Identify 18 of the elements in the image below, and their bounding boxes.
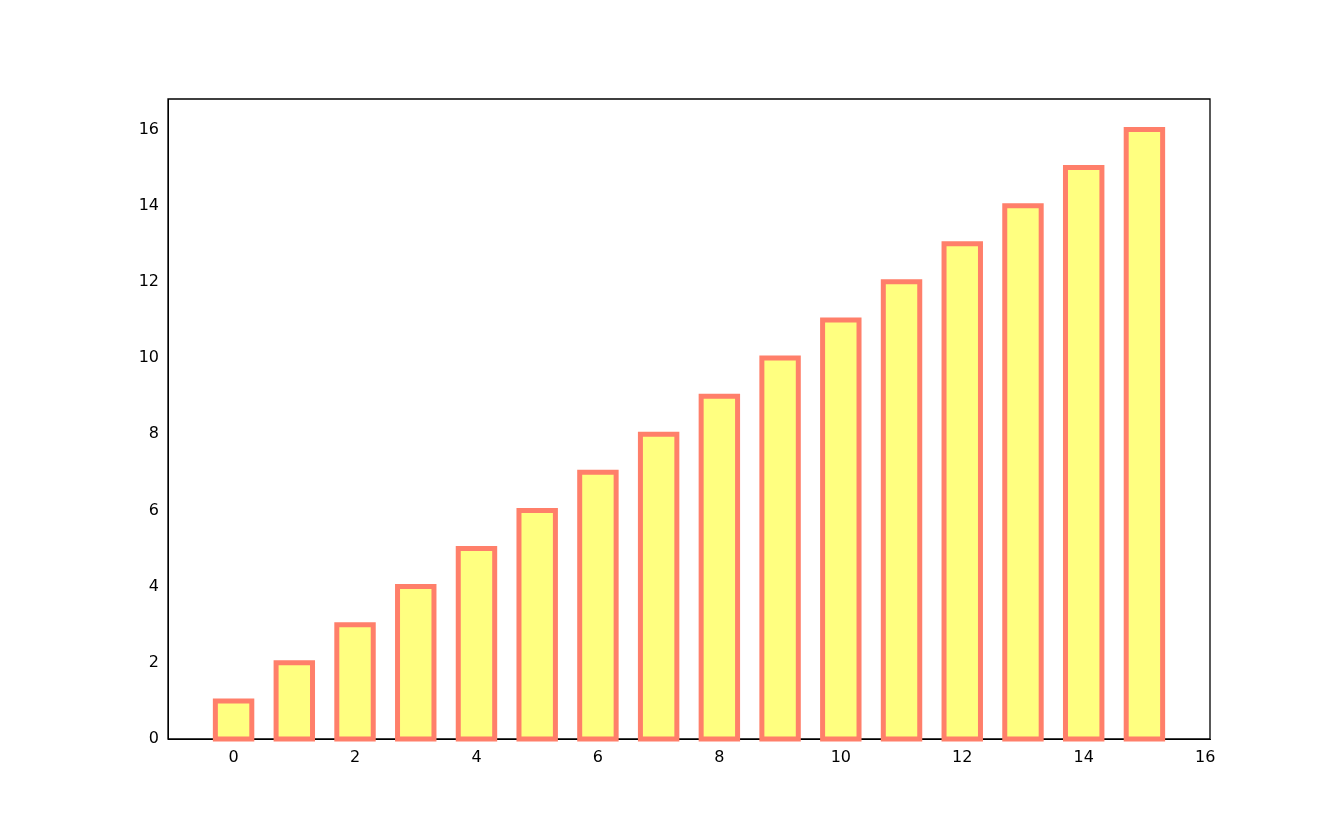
y-tick-label: 10	[138, 347, 159, 367]
x-tick-label: 8	[714, 746, 725, 766]
y-tick-label: 0	[148, 728, 159, 748]
y-tick-label: 16	[138, 118, 159, 138]
x-tick-label: 14	[1073, 746, 1094, 766]
x-tick-label: 12	[952, 746, 973, 766]
y-tick-label: 2	[148, 651, 159, 671]
y-tick-label: 14	[138, 194, 159, 214]
x-tick-label: 16	[1194, 746, 1216, 766]
x-tick-label: 6	[592, 746, 604, 766]
y-tick-label: 4	[148, 575, 159, 595]
y-tick-label: 12	[138, 271, 159, 291]
x-tick-label: 0	[228, 746, 239, 766]
y-tick-label: 8	[148, 423, 159, 443]
x-tick-label: 2	[349, 746, 361, 766]
y-tick-label: 6	[148, 499, 159, 519]
x-tick-label: 4	[471, 746, 482, 766]
x-tick-label: 10	[830, 746, 851, 766]
